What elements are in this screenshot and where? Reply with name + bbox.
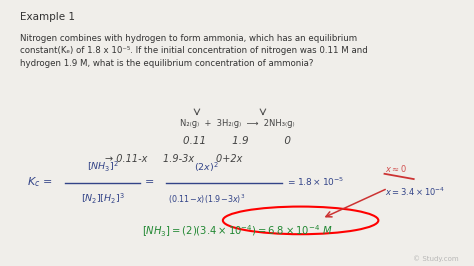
Text: $\mathit{(2x)^2}$: $\mathit{(2x)^2}$ xyxy=(194,160,219,174)
Text: Nitrogen combines with hydrogen to form ammonia, which has an equilibrium
consta: Nitrogen combines with hydrogen to form … xyxy=(20,34,368,68)
Text: $\mathit{x = 3.4 \times 10^{-4}}$: $\mathit{x = 3.4 \times 10^{-4}}$ xyxy=(385,186,446,198)
Text: $\mathit{(0.11\!-\!x)(1.9\!-\!3x)^3}$: $\mathit{(0.11\!-\!x)(1.9\!-\!3x)^3}$ xyxy=(168,192,245,206)
Text: N₂₍ɡ₎  +  3H₂₍ɡ₎  ⟶  2NH₃₍ɡ₎: N₂₍ɡ₎ + 3H₂₍ɡ₎ ⟶ 2NH₃₍ɡ₎ xyxy=(180,119,294,127)
Text: © Study.com: © Study.com xyxy=(413,255,458,262)
Text: $\mathit{[NH_3]^2}$: $\mathit{[NH_3]^2}$ xyxy=(87,160,118,174)
Text: → 0.11-x     1.9-3x       0+2x: → 0.11-x 1.9-3x 0+2x xyxy=(105,154,242,164)
Text: $= 1.8 \times 10^{-5}$: $= 1.8 \times 10^{-5}$ xyxy=(286,176,345,188)
Text: $\mathit{x \approx 0}$: $\mathit{x \approx 0}$ xyxy=(385,163,408,174)
Text: $\mathit{[NH_3] = (2)(3.4 \times 10^{-4}) = 6.8 \times 10^{-4}\ M}$: $\mathit{[NH_3] = (2)(3.4 \times 10^{-4}… xyxy=(142,224,332,239)
Text: Example 1: Example 1 xyxy=(20,12,75,22)
Text: =: = xyxy=(145,177,155,187)
Text: $\mathit{[N_2][H_2]^3}$: $\mathit{[N_2][H_2]^3}$ xyxy=(81,192,125,206)
Text: $\mathit{K_c}$ =: $\mathit{K_c}$ = xyxy=(27,175,53,189)
Text: 0.11        1.9           0: 0.11 1.9 0 xyxy=(183,136,291,146)
